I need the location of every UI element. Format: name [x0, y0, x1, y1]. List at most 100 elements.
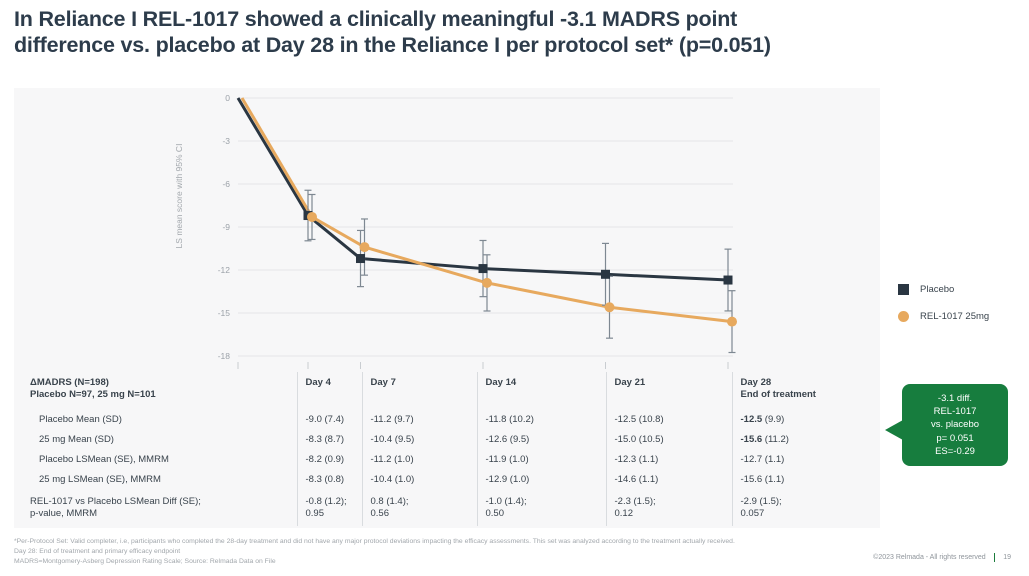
col-header-day4: Day 4 [296, 372, 362, 410]
table-header-row: ΔMADRS (N=198) Placebo N=97, 25 mg N=101… [14, 372, 880, 410]
placebo-marker [478, 264, 488, 274]
rel1017-marker [359, 242, 370, 253]
table-row-diff-pvalue: REL-1017 vs Placebo LSMean Diff (SE); p-… [14, 490, 880, 526]
legend-item-rel1017: REL-1017 25mg [898, 311, 989, 322]
series-line-rel1017 [240, 97, 733, 324]
page-number: 19 [1003, 554, 1011, 561]
result-callout: -3.1 diff. REL-1017 vs. placebo p= 0.051… [902, 384, 1008, 466]
callout-arrow-left-icon [885, 420, 903, 440]
cell: -11.8 (10.2) [476, 410, 606, 430]
col-header-day28-line1: Day 28 [740, 377, 772, 388]
y-tick-label: 0 [225, 93, 230, 103]
cell: -12.3 (1.1) [605, 450, 732, 470]
cell: -11.2 (1.0) [361, 450, 477, 470]
cell: -12.5 (10.8) [605, 410, 732, 430]
madrs-line-chart: 0 -3 -6 -9 -12 -15 -18 [218, 93, 737, 369]
placebo-swatch-icon [898, 284, 909, 295]
col-header-day28: Day 28 End of treatment [731, 372, 880, 410]
callout-pvalue: p= 0.051 [936, 432, 974, 444]
col-header-day14: Day 14 [476, 372, 606, 410]
cell-sd-value: (11.2) [762, 433, 789, 445]
row-label: REL-1017 vs Placebo LSMean Diff (SE); p-… [14, 490, 297, 526]
cell: -8.3 (8.7) [296, 430, 362, 450]
cell-diff: -2.9 (1.5); 0.057 [731, 490, 880, 526]
footnote-per-protocol: *Per-Protocol Set: Valid completer, i.e,… [14, 538, 735, 545]
diff-label-line1: REL-1017 vs Placebo LSMean Diff (SE); [30, 495, 201, 507]
y-tick-label: -9 [222, 222, 230, 232]
row-label: Placebo Mean (SD) [39, 413, 122, 425]
y-tick-label: -15 [218, 308, 231, 318]
row-label: 25 mg Mean (SD) [39, 433, 114, 445]
y-axis-title: LS mean score with 95% CI [174, 143, 184, 249]
table-row-25mg-lsmean: 25 mg LSMean (SE), MMRM -8.3 (0.8) -10.4… [14, 470, 880, 490]
callout-diff: -3.1 diff. [937, 393, 973, 405]
footer-separator [993, 553, 996, 562]
cell: -14.6 (1.1) [605, 470, 732, 490]
cell: -8.3 (0.8) [296, 470, 362, 490]
diff-value: -1.0 (1.4); [485, 495, 527, 507]
cell: -9.0 (7.4) [296, 410, 362, 430]
cell: -11.9 (1.0) [476, 450, 606, 470]
cell: -10.4 (1.0) [361, 470, 477, 490]
copyright-text: ©2023 Relmada - All rights reserved [873, 554, 986, 561]
diff-value: -0.8 (1.2); [305, 495, 347, 507]
diff-label-line2: p-value, MMRM [30, 508, 98, 519]
madrs-data-table: ΔMADRS (N=198) Placebo N=97, 25 mg N=101… [14, 372, 880, 526]
cell: -15.6 (1.1) [731, 470, 880, 490]
row-label: 25 mg LSMean (SE), MMRM [39, 473, 161, 485]
cell: -10.4 (9.5) [361, 430, 477, 450]
y-tick-label: -3 [222, 136, 230, 146]
callout-drug: REL-1017 [933, 406, 977, 418]
slide-footer: ©2023 Relmada - All rights reserved 19 [873, 553, 1011, 562]
table-row-25mg-mean: 25 mg Mean (SD) -8.3 (8.7) -10.4 (9.5) -… [14, 430, 880, 450]
footnote-day28: Day 28: End of treatment and primary eff… [14, 548, 181, 556]
table-header-label: ΔMADRS (N=198) Placebo N=97, 25 mg N=101 [14, 372, 297, 410]
rel1017-swatch-icon [898, 311, 909, 322]
y-tick-label: -18 [218, 351, 231, 361]
cell: -12.6 (9.5) [476, 430, 606, 450]
col-header-day21: Day 21 [605, 372, 732, 410]
cell: -12.9 (1.0) [476, 470, 606, 490]
p-value: 0.057 [740, 508, 765, 519]
diff-value: -2.3 (1.5); [614, 495, 656, 507]
cell-diff: -1.0 (1.4); 0.50 [476, 490, 606, 526]
footnotes: *Per-Protocol Set: Valid completer, i.e,… [14, 537, 894, 568]
cell-sd-value: (9.9) [762, 413, 785, 425]
chart-table-panel: 0 -3 -6 -9 -12 -15 -18 LS mean score with 95% … [14, 88, 880, 528]
placebo-marker [601, 269, 610, 279]
table-row-placebo-lsmean: Placebo LSMean (SE), MMRM -8.2 (0.9) -11… [14, 450, 880, 470]
y-tick-label: -12 [218, 265, 231, 275]
cell-bold-value: -12.5 [740, 413, 763, 425]
col-header-day7: Day 7 [361, 372, 477, 410]
col-header-day28-line2: End of treatment [740, 389, 816, 401]
slide-title-line1: In Reliance I REL-1017 showed a clinical… [14, 7, 738, 31]
p-value: 0.50 [485, 508, 505, 519]
cell-day28: -12.5 (9.9) [731, 410, 880, 430]
rel1017-marker [307, 211, 317, 222]
placebo-marker [356, 254, 365, 264]
cell: -15.0 (10.5) [605, 430, 732, 450]
cell-diff: -0.8 (1.2); 0.95 [296, 490, 362, 526]
slide-title: In Reliance I REL-1017 showed a clinical… [14, 6, 874, 58]
callout-effect-size: ES=-0.29 [935, 445, 975, 457]
diff-value: 0.8 (1.4); [370, 495, 409, 507]
legend-label-placebo: Placebo [920, 284, 955, 295]
diff-value: -2.9 (1.5); [740, 495, 782, 507]
cell-bold-value: -15.6 [740, 433, 763, 445]
cell-diff: 0.8 (1.4); 0.56 [361, 490, 477, 526]
footnote-madrs: MADRS=Montgomery-Asberg Depression Ratin… [14, 558, 276, 566]
cell: -8.2 (0.9) [296, 450, 362, 470]
slide-title-line2: difference vs. placebo at Day 28 in the … [14, 33, 771, 58]
cell: -11.2 (9.7) [361, 410, 477, 430]
p-value: 0.12 [614, 508, 634, 519]
legend-item-placebo: Placebo [898, 284, 989, 295]
cell: -12.7 (1.1) [731, 450, 880, 470]
legend-label-rel1017: REL-1017 25mg [920, 311, 990, 322]
cell-day28: -15.6 (11.2) [731, 430, 880, 450]
table-row-placebo-mean: Placebo Mean (SD) -9.0 (7.4) -11.2 (9.7)… [14, 410, 880, 430]
rel1017-marker [482, 277, 492, 288]
table-header-n: ΔMADRS (N=198) [30, 377, 109, 388]
rel1017-marker [727, 316, 737, 327]
rel1017-marker [604, 302, 615, 313]
